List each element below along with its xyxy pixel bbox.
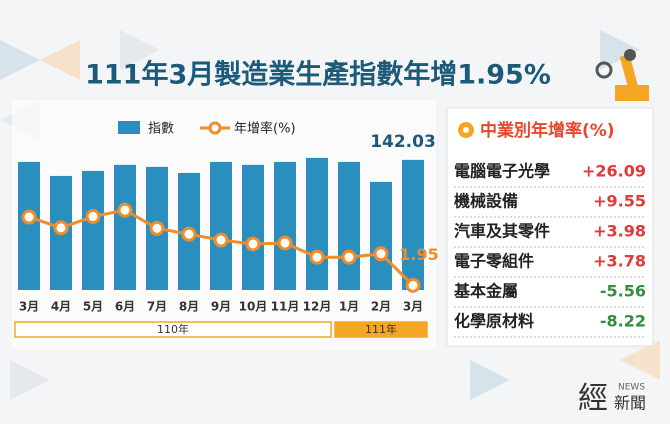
logo: 經 NEWS 新聞 bbox=[578, 381, 646, 416]
industry-value: +9.55 bbox=[593, 192, 646, 211]
line-marker bbox=[405, 277, 421, 293]
legend-label: 年增率(%) bbox=[234, 121, 296, 137]
x-tick-label: 4月 bbox=[51, 300, 71, 314]
panel bbox=[446, 107, 654, 347]
logo-tag: NEWS bbox=[618, 383, 645, 393]
x-tick-label: 2月 bbox=[371, 300, 391, 314]
industry-name: 化學原材料 bbox=[454, 312, 534, 331]
line-marker bbox=[309, 249, 325, 265]
panel-title: 中業別年增率(%) bbox=[480, 120, 615, 141]
x-tick-label: 7月 bbox=[147, 300, 167, 314]
legend-marker bbox=[208, 121, 222, 135]
year-label: 110年 bbox=[157, 322, 189, 336]
line-marker bbox=[341, 249, 357, 265]
industry-name: 電子零組件 bbox=[454, 252, 534, 271]
bar bbox=[18, 161, 40, 290]
line-marker bbox=[181, 226, 197, 242]
bar bbox=[274, 161, 296, 290]
line-marker bbox=[213, 232, 229, 248]
bar bbox=[82, 170, 104, 290]
industry-name: 電腦電子光學 bbox=[454, 162, 550, 181]
line-marker bbox=[53, 220, 69, 236]
x-tick-label: 12月 bbox=[303, 300, 332, 314]
industry-value: +26.09 bbox=[582, 162, 646, 181]
gear-hole bbox=[463, 127, 469, 133]
industry-value: +3.98 bbox=[593, 222, 646, 241]
industry-name: 基本金屬 bbox=[453, 282, 518, 301]
x-tick-label: 3月 bbox=[19, 300, 39, 314]
industry-value: -5.56 bbox=[600, 282, 646, 301]
bar bbox=[306, 157, 328, 290]
bar bbox=[242, 164, 264, 290]
bar bbox=[114, 164, 136, 290]
line-marker bbox=[21, 209, 37, 225]
year-band bbox=[334, 321, 428, 338]
line-marker bbox=[149, 220, 165, 236]
robot-arm bbox=[595, 49, 649, 101]
legend-label: 指數 bbox=[148, 122, 174, 137]
year-band bbox=[14, 321, 332, 338]
industry-value: -8.22 bbox=[600, 312, 646, 331]
line-marker bbox=[373, 246, 389, 262]
line-marker bbox=[85, 209, 101, 225]
x-tick-label: 9月 bbox=[211, 300, 231, 314]
title: 111年3月製造業生產指數年增1.95% bbox=[85, 59, 551, 91]
bar-value-label: 142.03 bbox=[370, 132, 436, 152]
line-marker bbox=[277, 235, 293, 251]
bar bbox=[402, 159, 424, 290]
line-value-label: 1.95 bbox=[399, 245, 438, 264]
legend-swatch bbox=[118, 121, 140, 134]
x-tick-label: 1月 bbox=[339, 300, 359, 314]
x-tick-label: 11月 bbox=[271, 300, 300, 314]
x-tick-label: 10月 bbox=[239, 300, 268, 314]
bar bbox=[370, 181, 392, 290]
logo-main: 經 bbox=[578, 381, 608, 416]
logo-sub: 新聞 bbox=[614, 394, 646, 413]
industry-name: 機械設備 bbox=[454, 192, 518, 211]
year-label: 111年 bbox=[365, 322, 397, 336]
bar bbox=[338, 161, 360, 290]
industry-name: 汽車及其零件 bbox=[454, 222, 550, 241]
line-marker bbox=[245, 236, 261, 252]
x-tick-label: 8月 bbox=[179, 300, 199, 314]
industry-value: +3.78 bbox=[593, 252, 646, 271]
line-marker bbox=[117, 202, 133, 218]
x-tick-label: 5月 bbox=[83, 300, 103, 314]
x-tick-label: 3月 bbox=[403, 300, 423, 314]
x-tick-label: 6月 bbox=[115, 300, 135, 314]
bar bbox=[210, 161, 232, 290]
